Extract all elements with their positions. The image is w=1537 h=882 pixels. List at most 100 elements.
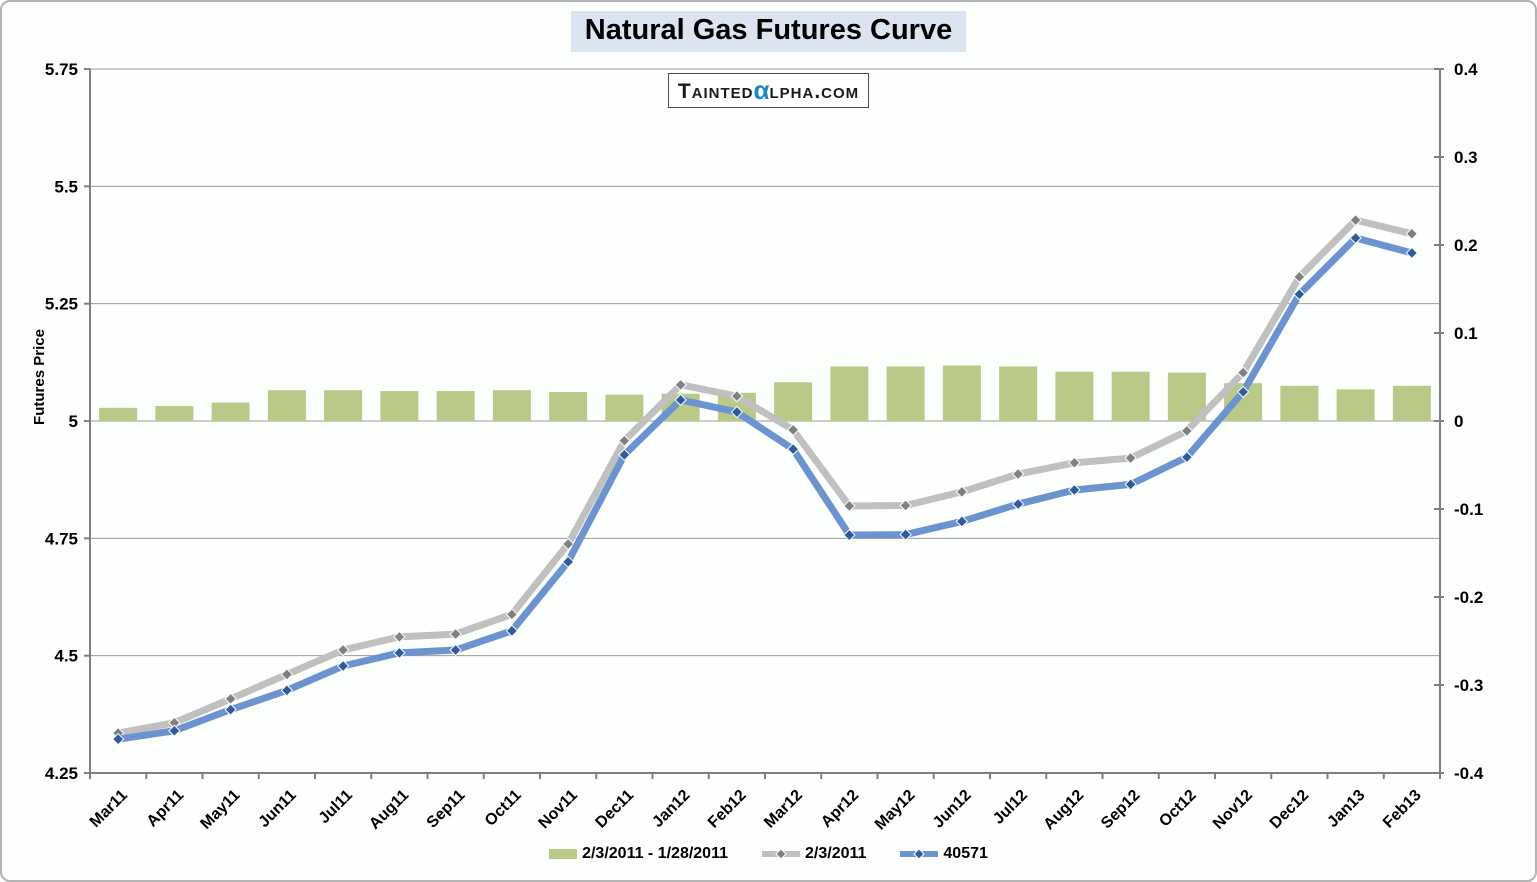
bar[interactable] bbox=[1055, 371, 1094, 421]
data-point-marker[interactable] bbox=[280, 684, 294, 697]
x-axis-tick-label: May12 bbox=[872, 787, 919, 834]
data-point-marker[interactable] bbox=[843, 528, 856, 542]
bar[interactable] bbox=[492, 390, 531, 421]
data-point-marker[interactable] bbox=[1068, 483, 1081, 497]
bar[interactable] bbox=[605, 394, 644, 421]
data-point-marker[interactable] bbox=[674, 393, 687, 407]
data-point-marker[interactable] bbox=[730, 405, 744, 419]
data-point-marker[interactable] bbox=[843, 499, 856, 513]
data-point-marker[interactable] bbox=[674, 378, 687, 392]
data-point-marker[interactable] bbox=[1180, 450, 1194, 464]
x-axis-tick-label: Oct11 bbox=[482, 787, 525, 830]
data-point-marker[interactable] bbox=[899, 528, 912, 541]
data-point-marker[interactable] bbox=[1180, 424, 1194, 438]
data-point-marker[interactable] bbox=[449, 627, 462, 641]
data-point-marker[interactable] bbox=[1405, 227, 1419, 240]
x-axis-tick-label: Oct12 bbox=[1156, 787, 1200, 831]
legend-item-blue-line[interactable]: 40571 bbox=[900, 845, 988, 863]
data-point-marker[interactable] bbox=[1349, 213, 1362, 227]
data-point-marker[interactable] bbox=[899, 499, 912, 512]
x-axis-tick-label: Jun12 bbox=[930, 787, 975, 832]
data-point-marker[interactable] bbox=[449, 643, 462, 657]
bar[interactable] bbox=[1280, 385, 1319, 421]
data-point-marker[interactable] bbox=[505, 608, 519, 621]
data-point-marker[interactable] bbox=[1405, 246, 1419, 260]
data-point-marker[interactable] bbox=[111, 733, 125, 746]
x-axis-tick-label: Nov11 bbox=[536, 787, 581, 832]
bar[interactable] bbox=[436, 391, 475, 421]
x-axis-tick-label: Jul11 bbox=[316, 787, 356, 827]
data-point-marker[interactable] bbox=[1293, 288, 1306, 301]
data-point-marker[interactable] bbox=[393, 646, 406, 660]
data-point-marker[interactable] bbox=[168, 724, 181, 737]
data-point-marker[interactable] bbox=[280, 668, 294, 681]
bar[interactable] bbox=[549, 391, 588, 421]
right-axis-tick-label: -0.1 bbox=[1454, 500, 1483, 519]
bar[interactable] bbox=[999, 366, 1038, 421]
legend-item-gray-line[interactable]: 2/3/2011 bbox=[762, 845, 866, 863]
axes bbox=[84, 68, 1444, 779]
bar[interactable] bbox=[155, 406, 194, 421]
bar[interactable] bbox=[380, 391, 419, 421]
bar[interactable] bbox=[1392, 385, 1431, 421]
left-axis-tick-label: 5.75 bbox=[45, 60, 78, 79]
left-axis-tick-label: 5.5 bbox=[54, 177, 78, 196]
data-point-marker[interactable] bbox=[618, 434, 631, 447]
data-point-marker[interactable] bbox=[224, 703, 237, 716]
right-axis-tick-label: 0.3 bbox=[1454, 148, 1478, 167]
data-point-marker[interactable] bbox=[1011, 497, 1025, 511]
line-series-gray bbox=[111, 213, 1419, 740]
x-axis-tick-label: Nov12 bbox=[1210, 787, 1256, 833]
right-axis-tick-label: 0 bbox=[1454, 412, 1463, 431]
bar[interactable] bbox=[886, 366, 925, 421]
left-axis-tick-label: 5.25 bbox=[45, 295, 78, 314]
bar[interactable] bbox=[267, 390, 306, 421]
bar-swatch-icon bbox=[549, 849, 578, 859]
data-point-marker[interactable] bbox=[561, 555, 575, 569]
data-point-marker[interactable] bbox=[955, 485, 969, 499]
bar[interactable] bbox=[211, 402, 250, 421]
line-path[interactable] bbox=[114, 234, 1416, 743]
data-point-marker[interactable] bbox=[561, 537, 575, 551]
data-point-marker[interactable] bbox=[618, 448, 631, 461]
legend-item-spread[interactable]: 2/3/2011 - 1/28/2011 bbox=[549, 845, 728, 863]
data-point-marker[interactable] bbox=[955, 515, 969, 528]
x-axis-tick-label: Mar12 bbox=[761, 787, 806, 832]
right-axis-tick-label: -0.2 bbox=[1454, 588, 1483, 607]
legend-label-gray-line: 2/3/2011 bbox=[805, 845, 867, 862]
x-axis-tick-label: Aug12 bbox=[1041, 787, 1088, 834]
data-point-marker[interactable] bbox=[1124, 478, 1137, 491]
data-point-marker[interactable] bbox=[1124, 451, 1137, 465]
axis-labels: 4.25 4.5 4.75 5 5.25 5.5 5.75 -0.4 -0.3 -0.2 -0.1 0… bbox=[31, 60, 1484, 833]
data-point-marker[interactable] bbox=[1011, 467, 1025, 481]
x-axis-tick-label: Jan12 bbox=[649, 787, 693, 831]
bar[interactable] bbox=[830, 366, 869, 421]
data-point-marker[interactable] bbox=[1236, 385, 1250, 399]
left-axis-tick-label: 5 bbox=[69, 412, 78, 431]
line-path[interactable] bbox=[114, 216, 1416, 737]
x-axis-tick-label: Apr12 bbox=[818, 787, 862, 831]
bar[interactable] bbox=[1336, 389, 1375, 421]
data-point-marker[interactable] bbox=[786, 423, 800, 437]
data-point-marker[interactable] bbox=[786, 442, 800, 456]
x-axis-tick-label: Dec12 bbox=[1267, 787, 1312, 832]
data-point-marker[interactable] bbox=[1236, 366, 1250, 379]
data-point-marker[interactable] bbox=[1068, 456, 1081, 469]
data-point-marker[interactable] bbox=[730, 389, 744, 403]
bar[interactable] bbox=[324, 390, 363, 421]
bar[interactable] bbox=[1111, 371, 1150, 421]
gray-line-swatch-icon bbox=[762, 848, 800, 860]
bar[interactable] bbox=[942, 365, 981, 421]
bar[interactable] bbox=[774, 382, 813, 421]
data-point-marker[interactable] bbox=[1293, 270, 1306, 284]
bar[interactable] bbox=[99, 407, 138, 421]
data-point-marker[interactable] bbox=[336, 659, 350, 673]
x-axis-tick-label: May11 bbox=[197, 787, 243, 833]
data-point-marker[interactable] bbox=[505, 624, 519, 637]
data-point-marker[interactable] bbox=[336, 643, 350, 657]
data-point-marker[interactable] bbox=[393, 630, 406, 644]
x-axis-tick-label: Dec11 bbox=[592, 787, 637, 832]
data-point-marker[interactable] bbox=[1349, 231, 1362, 245]
